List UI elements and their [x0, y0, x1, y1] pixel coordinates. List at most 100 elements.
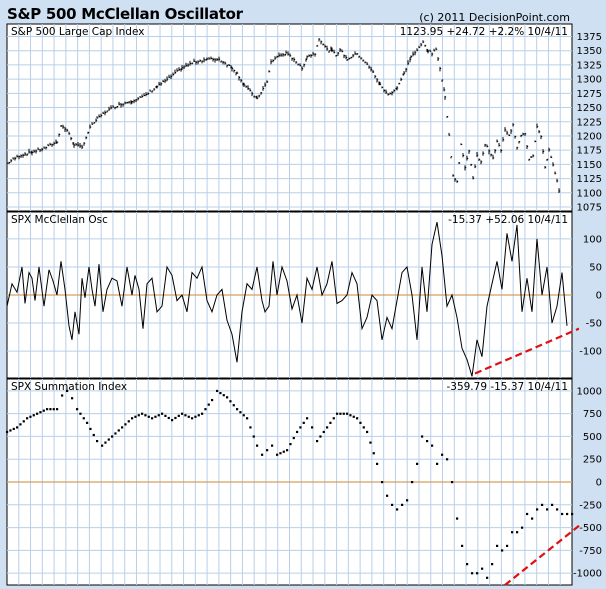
summation-point: [216, 389, 219, 393]
summation-point: [151, 417, 154, 420]
summation-point: [66, 389, 69, 393]
summation-point: [339, 412, 342, 415]
summation-point: [191, 417, 194, 420]
summation-point: [9, 429, 12, 432]
summation-point: [421, 435, 424, 438]
summation-point: [352, 415, 355, 418]
summation-point: [246, 417, 249, 420]
y-tick-label: -750: [579, 546, 602, 557]
summation-point: [311, 426, 314, 429]
summation-point: [411, 481, 414, 484]
summation-point: [279, 452, 282, 455]
summation-point: [319, 435, 322, 438]
summation-point: [322, 430, 325, 434]
y-tick-label: 1200: [577, 131, 602, 142]
summation-point: [194, 415, 197, 418]
y-tick-label: 1350: [577, 46, 602, 57]
summation-point: [556, 508, 559, 511]
summation-point: [42, 409, 45, 412]
summation-point: [82, 417, 85, 420]
summation-point: [171, 419, 174, 422]
summation-point: [436, 462, 439, 465]
summation-point: [184, 414, 187, 417]
summation-point: [451, 481, 454, 484]
copyright-text: (c) 2011 DecisionPoint.com: [419, 11, 570, 24]
summation-point: [22, 420, 25, 423]
panel-readout: 1123.95 +24.72 +2.2% 10/4/11: [400, 26, 568, 38]
summation-point: [292, 436, 295, 440]
summation-point: [531, 517, 534, 520]
summation-point: [296, 430, 299, 434]
summation-point: [416, 462, 419, 465]
y-tick-label: -50: [586, 319, 602, 330]
summation-point: [157, 414, 160, 417]
summation-point: [52, 408, 55, 411]
y-tick-label: 500: [583, 432, 602, 443]
summation-point: [16, 426, 19, 429]
summation-point: [332, 417, 335, 420]
summation-point: [316, 439, 319, 443]
summation-point: [356, 417, 359, 420]
summation-point: [376, 462, 379, 465]
summation-point: [29, 415, 32, 418]
summation-point: [187, 415, 190, 418]
summation-point: [302, 421, 305, 424]
summation-point: [252, 435, 255, 438]
summation-point: [201, 412, 204, 415]
summation-point: [89, 427, 92, 431]
summation-point: [236, 408, 239, 411]
summation-point: [511, 531, 514, 534]
summation-point: [92, 433, 95, 437]
summation-point: [32, 414, 35, 417]
summation-point: [471, 572, 474, 575]
y-tick-label: 1250: [577, 103, 602, 114]
summation-point: [372, 452, 375, 455]
summation-point: [299, 426, 302, 429]
summation-point: [226, 396, 229, 399]
summation-point: [46, 408, 49, 411]
summation-point: [141, 412, 144, 415]
summation-point: [86, 421, 89, 424]
summation-point: [481, 567, 484, 570]
summation-point: [396, 508, 399, 511]
y-tick-label: 1000: [577, 386, 602, 397]
summation-point: [461, 544, 464, 548]
summation-point: [441, 453, 444, 456]
summation-point: [326, 426, 329, 429]
y-tick-label: 1225: [577, 117, 602, 128]
summation-point: [107, 438, 110, 441]
summation-point: [144, 414, 147, 417]
summation-point: [232, 404, 235, 407]
summation-point: [114, 432, 117, 435]
summation-point: [386, 494, 389, 497]
y-tick-label: 1125: [577, 174, 602, 185]
summation-point: [211, 398, 214, 402]
summation-point: [256, 444, 259, 447]
y-tick-label: 1375: [577, 32, 602, 43]
summation-point: [282, 450, 285, 453]
y-tick-label: 0: [596, 478, 602, 489]
summation-point: [36, 412, 39, 415]
summation-point: [362, 426, 365, 429]
summation-point: [131, 417, 134, 420]
summation-point: [571, 512, 574, 516]
summation-point: [491, 563, 494, 566]
summation-point: [526, 512, 529, 516]
summation-point: [167, 416, 170, 420]
summation-point: [561, 512, 564, 516]
summation-point: [496, 544, 499, 548]
summation-point: [222, 394, 225, 397]
summation-point: [426, 439, 429, 443]
summation-point: [6, 430, 9, 434]
panel-oscillator: -100 -50 0 50 100 SPX McClellan Osc -15.37 +52…: [6, 211, 602, 379]
summation-point: [117, 429, 120, 432]
summation-point: [137, 414, 140, 417]
summation-point: [486, 576, 489, 579]
y-tick-label: 0: [596, 291, 602, 302]
summation-point: [61, 394, 64, 397]
summation-point: [349, 414, 352, 417]
summation-point: [546, 508, 549, 511]
summation-point: [154, 415, 157, 418]
